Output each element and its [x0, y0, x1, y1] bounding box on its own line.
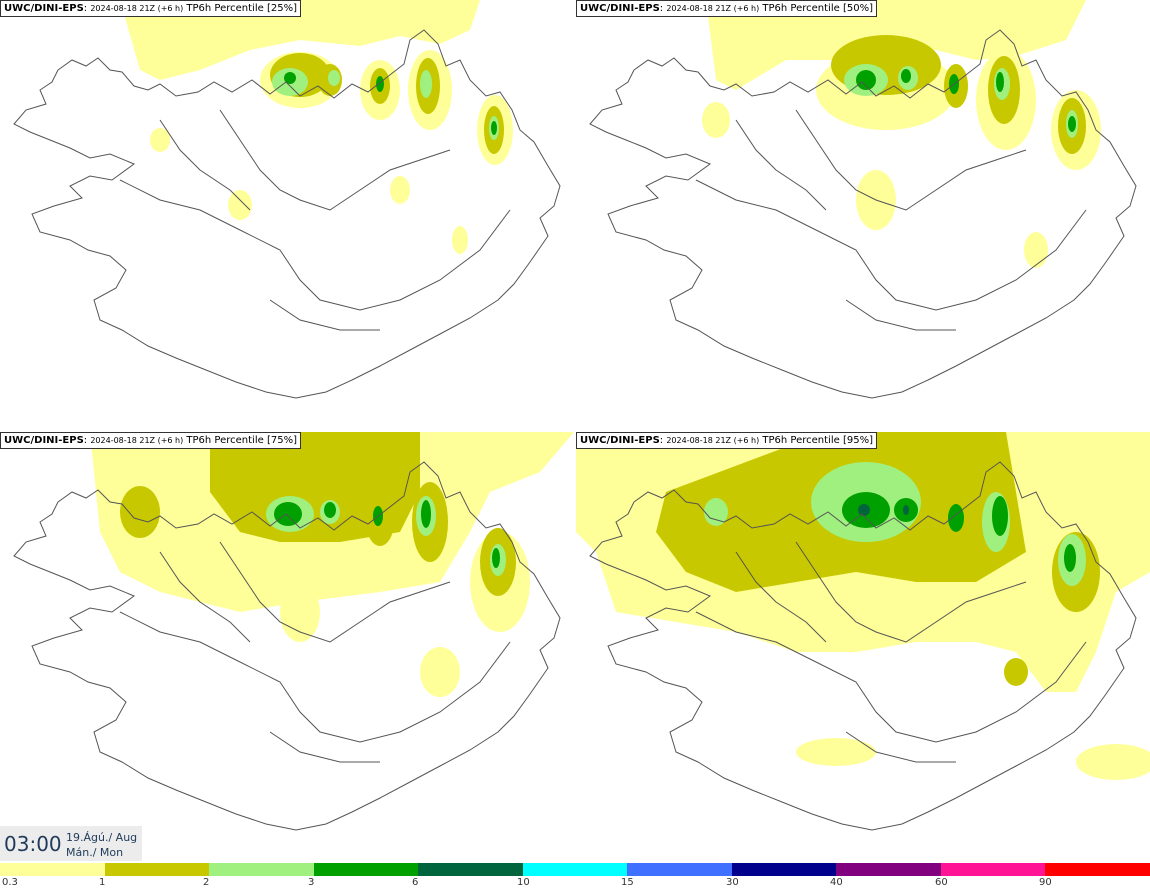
color-scale-tick-label: 6	[412, 877, 419, 888]
color-scale-segment	[836, 863, 941, 876]
valid-time-box: 03:00 19.Ágú./ Aug Mán./ Mon	[0, 826, 142, 861]
precip-map-p25	[13, 0, 561, 399]
color-scale-segment	[1045, 863, 1150, 876]
map-panel-p25: UWC/DINI-EPS: 2024-08-18 21Z (+6 h) TP6h…	[0, 0, 574, 432]
field-label: TP6h Percentile [95%]	[762, 435, 873, 446]
color-scale-segment	[0, 863, 105, 876]
color-scale-segment	[313, 863, 419, 876]
color-scale-tick-label: 60	[935, 877, 948, 888]
color-scale-segment	[940, 863, 1046, 876]
model-name: UWC/DINI-EPS	[4, 435, 84, 446]
field-label: TP6h Percentile [75%]	[186, 435, 297, 446]
model-name: UWC/DINI-EPS	[4, 3, 84, 14]
run-time: 2024-08-18 21Z (+6 h)	[90, 4, 184, 13]
run-time: 2024-08-18 21Z (+6 h)	[666, 4, 760, 13]
color-scale-ticks: 0.3 1 2 3 6 10 15 30 40 60 90	[0, 877, 1150, 891]
panel-title: UWC/DINI-EPS: 2024-08-18 21Z (+6 h) TP6h…	[576, 0, 877, 17]
model-name: UWC/DINI-EPS	[580, 3, 660, 14]
color-scale-segment	[418, 863, 523, 876]
precip-map-p95	[576, 432, 1150, 831]
color-scale-tick-label: 90	[1039, 877, 1052, 888]
panel-title: UWC/DINI-EPS: 2024-08-18 21Z (+6 h) TP6h…	[0, 432, 301, 449]
precip-map-p75	[13, 432, 574, 831]
color-scale-tick-label: 1	[99, 877, 106, 888]
valid-date: 19.Ágú./ Aug	[66, 831, 138, 844]
color-scale-tick-label: 15	[621, 877, 634, 888]
panel-title: UWC/DINI-EPS: 2024-08-18 21Z (+6 h) TP6h…	[576, 432, 877, 449]
color-scale-segment	[627, 863, 732, 876]
color-scale-tick-label: 30	[726, 877, 739, 888]
panel-title: UWC/DINI-EPS: 2024-08-18 21Z (+6 h) TP6h…	[0, 0, 301, 17]
valid-day: Mán./ Mon	[66, 846, 124, 859]
field-label: TP6h Percentile [50%]	[762, 3, 873, 14]
color-scale-segment	[209, 863, 314, 876]
valid-time: 03:00	[4, 832, 62, 856]
color-scale-tick-label: 10	[517, 877, 530, 888]
model-name: UWC/DINI-EPS	[580, 435, 660, 446]
color-scale-tick-label: 40	[830, 877, 843, 888]
field-label: TP6h Percentile [25%]	[186, 3, 297, 14]
map-panel-p75: UWC/DINI-EPS: 2024-08-18 21Z (+6 h) TP6h…	[0, 432, 574, 864]
run-time: 2024-08-18 21Z (+6 h)	[90, 436, 184, 445]
color-scale-tick-label: 0.3	[2, 877, 18, 888]
color-scale-bar	[0, 863, 1150, 876]
color-scale-tick-label: 2	[203, 877, 210, 888]
color-scale-segment	[104, 863, 210, 876]
precip-map-p50	[589, 0, 1137, 399]
color-scale-segment	[731, 863, 837, 876]
color-scale-tick-label: 3	[308, 877, 315, 888]
run-time: 2024-08-18 21Z (+6 h)	[666, 436, 760, 445]
map-panel-p95: UWC/DINI-EPS: 2024-08-18 21Z (+6 h) TP6h…	[576, 432, 1150, 864]
map-panel-p50: UWC/DINI-EPS: 2024-08-18 21Z (+6 h) TP6h…	[576, 0, 1150, 432]
color-scale-segment	[522, 863, 628, 876]
